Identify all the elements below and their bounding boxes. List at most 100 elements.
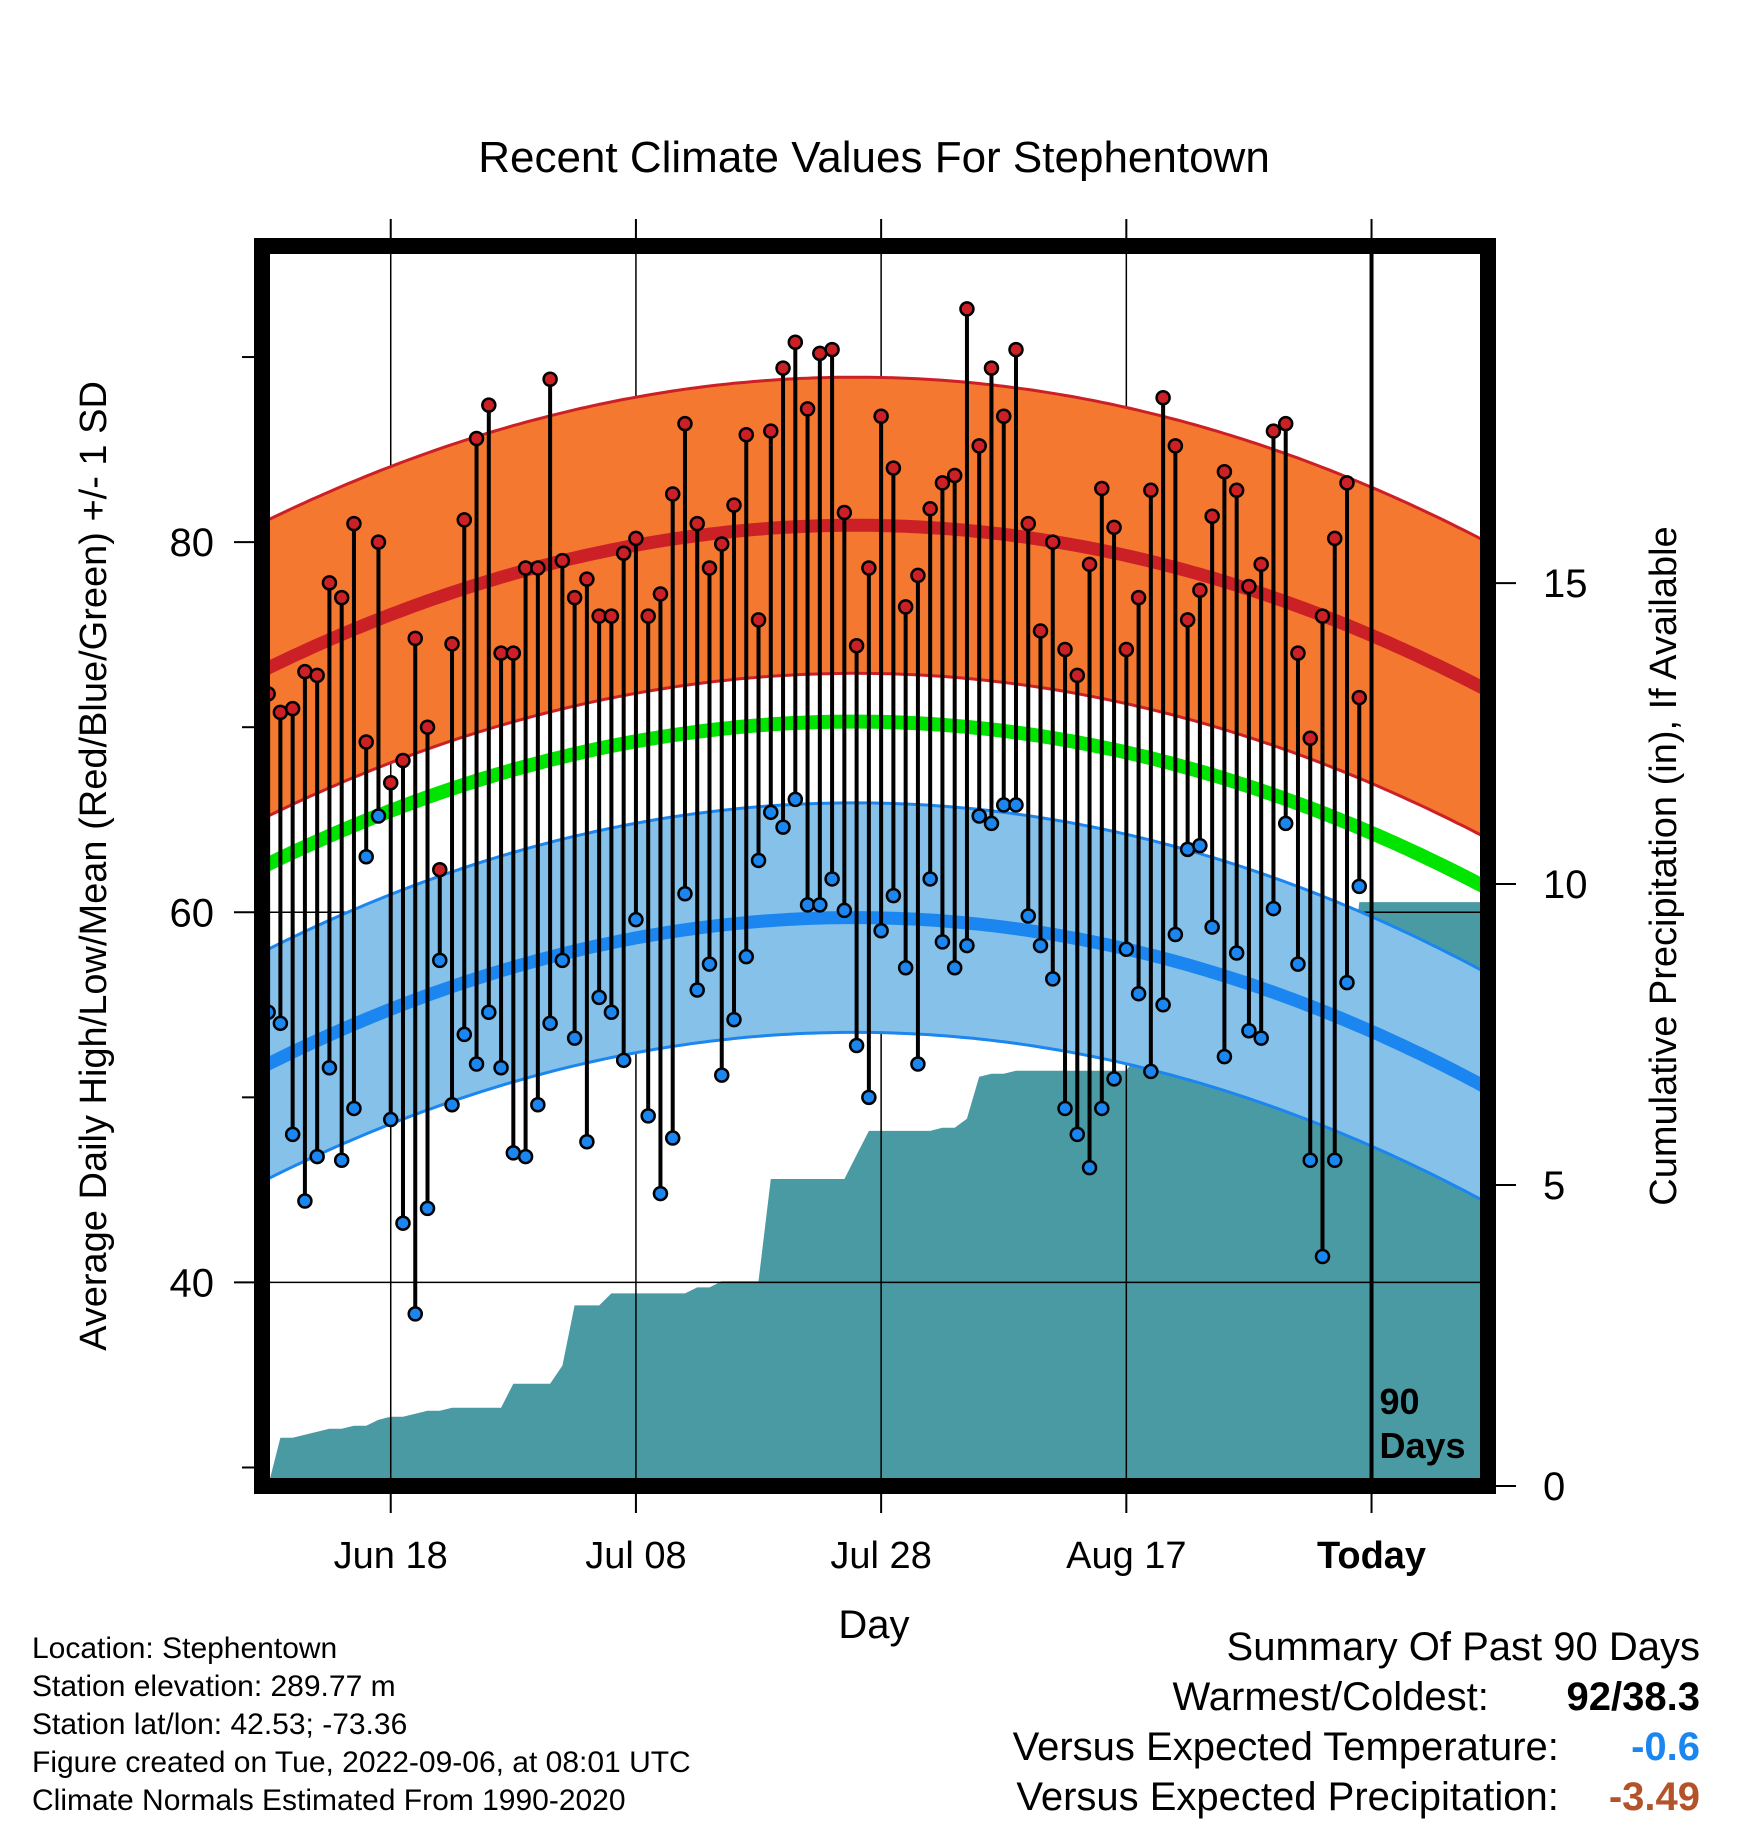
daily-high-point [689,515,705,532]
daily-low-point [1008,797,1024,813]
daily-low-point [530,1096,546,1113]
daily-high-point [1094,480,1110,497]
daily-high-point [628,530,644,547]
warmest-label: Warmest/Coldest: [1172,1675,1489,1719]
daily-low-point [444,1096,460,1113]
y-tick-label-temperature: 40 [170,1261,215,1305]
daily-high-point [910,567,926,584]
daily-high-point [346,515,362,532]
daily-low-point [812,897,828,913]
daily-high-point [934,475,951,491]
daily-low-point [456,1026,473,1043]
daily-high-point [946,467,963,484]
daily-low-point [517,1148,534,1165]
elevation-text: Station elevation: 289.77 m [32,1670,396,1703]
daily-high-point [333,589,350,606]
daily-low-point [1265,900,1282,917]
daily-high-point [640,608,656,624]
y-tick-label-temperature: 60 [170,891,215,935]
daily-low-point [395,1215,411,1231]
daily-low-point [1277,815,1294,832]
daily-low-point [346,1100,362,1117]
daily-high-point [370,534,387,550]
daily-low-point [1204,919,1220,935]
daily-high-point [897,599,914,615]
precipitation-area [262,902,1488,1486]
y-tick-label-precipitation: 10 [1543,863,1588,907]
daily-low-point [1241,1022,1257,1039]
daily-high-point [1008,341,1024,358]
precip-vs-expected-label: Versus Expected Precipitation: [1016,1775,1559,1819]
daily-low-point [1020,908,1036,924]
daily-high-point [456,512,473,528]
daily-high-point [1130,589,1147,606]
plot-frame [254,238,1496,1494]
daily-low-point [628,911,644,928]
daily-low-point [1339,974,1355,991]
y-tick-label-precipitation: 5 [1543,1164,1565,1208]
daily-high-point [836,504,853,521]
daily-high-point [873,408,889,425]
daily-high-point [812,345,828,362]
daily-low-point [1143,1063,1159,1080]
daily-high-point [603,608,620,624]
daily-high-point [1057,641,1073,658]
daily-high-point [382,774,399,791]
today-days-unit: Days [1380,1425,1466,1466]
daily-low-point [481,1004,497,1020]
daily-high-point [701,560,718,576]
daily-low-point [1094,1100,1110,1117]
daily-low-point [309,1148,325,1165]
daily-low-point [284,1126,301,1143]
daily-low-point [689,982,705,998]
daily-high-point [885,460,902,476]
daily-low-point [603,1004,620,1020]
daily-high-point [1277,415,1294,432]
daily-high-point [1351,689,1368,706]
daily-low-point [1302,1152,1318,1169]
daily-high-point [481,397,497,413]
daily-low-point [1192,837,1208,854]
summary-heading: Summary Of Past 90 Days [1226,1625,1700,1669]
daily-high-point [824,341,840,358]
daily-low-point [787,791,804,808]
y-tick-label-precipitation: 15 [1543,562,1588,606]
high-band [262,375,1488,841]
daily-high-point [566,589,583,606]
daily-high-point [848,638,865,654]
daily-low-point [493,1059,509,1076]
daily-low-point [1228,945,1245,961]
precip-vs-expected-value: -3.49 [1608,1775,1700,1819]
daily-low-point [652,1185,669,1202]
daily-low-point [934,934,951,950]
daily-high-point [1302,730,1318,747]
daily-low-point [542,1015,558,1032]
daily-low-point [775,819,791,835]
daily-high-point [1327,530,1343,547]
daily-low-point [333,1152,350,1169]
daily-low-point [750,852,767,869]
latlon-text: Station lat/lon: 42.53; -73.36 [32,1708,408,1741]
daily-high-point [787,334,804,350]
created-text: Figure created on Tue, 2022-09-06, at 08… [32,1746,691,1779]
daily-low-point [836,902,853,919]
daily-low-point [1155,997,1171,1013]
daily-high-point [579,571,595,587]
daily-low-point [1118,941,1135,958]
daily-low-point [738,948,755,965]
y-tick-label-temperature: 80 [170,521,215,565]
daily-low-point [1045,971,1061,987]
x-tick-label: Jul 08 [585,1535,686,1577]
daily-low-point [1314,1248,1331,1265]
daily-high-point [395,752,411,769]
daily-high-point [861,560,877,576]
y-tick-label-precipitation: 0 [1543,1465,1565,1509]
daily-low-point [922,871,938,887]
y-axis-label-left: Average Daily High/Low/Mean (Red/Blue/Gr… [73,381,115,1351]
daily-high-point [1032,623,1049,639]
daily-low-point [1253,1030,1269,1046]
daily-low-point [615,1052,632,1069]
daily-low-point [591,989,607,1006]
daily-high-point [1253,556,1269,573]
